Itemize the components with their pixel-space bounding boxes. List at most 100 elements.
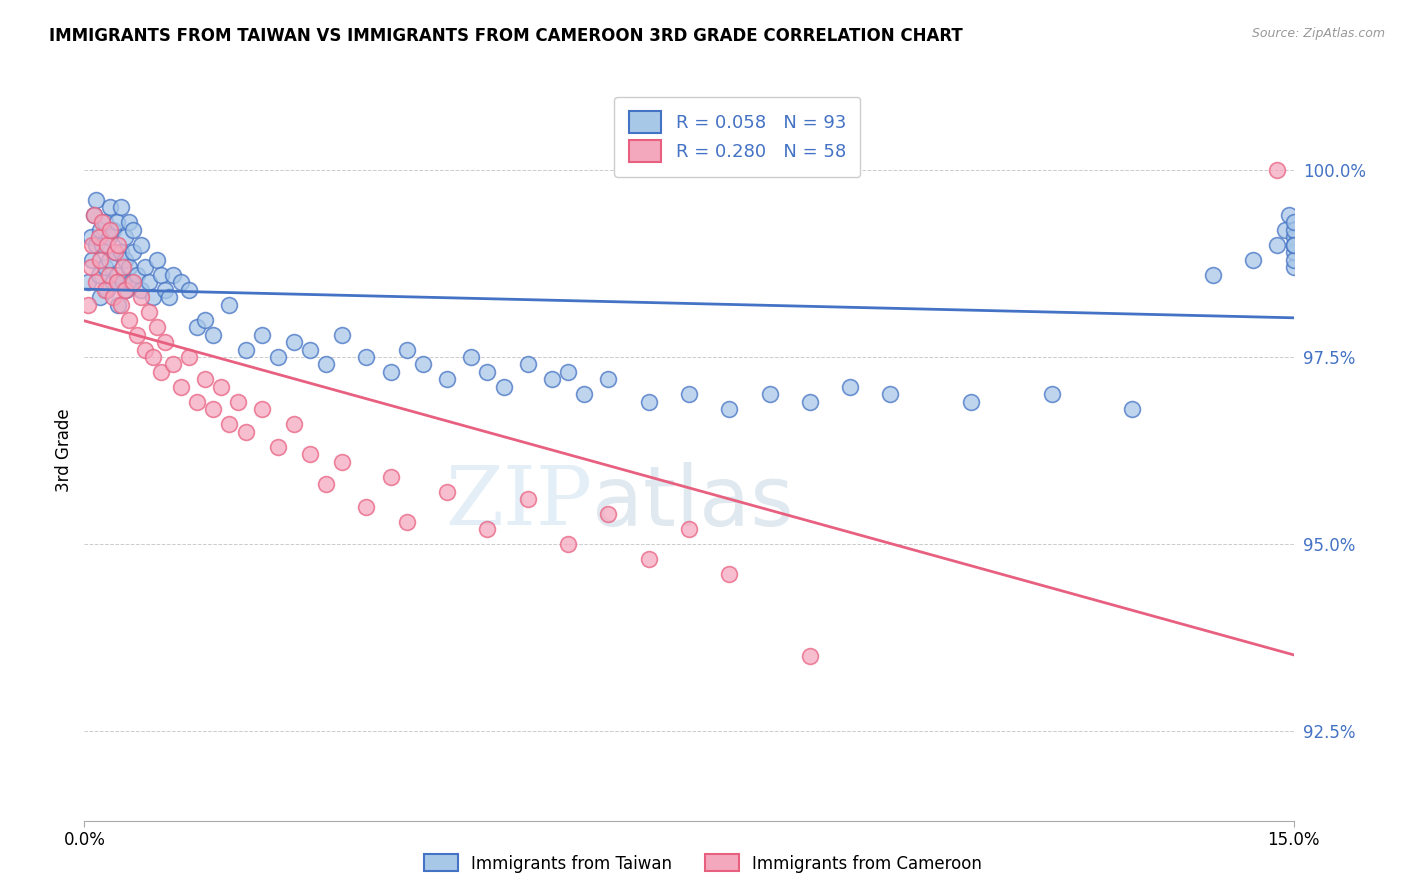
Point <box>250 402 273 417</box>
Point <box>758 387 780 401</box>
Point <box>356 350 378 364</box>
Point <box>436 484 458 499</box>
Point <box>104 245 127 260</box>
Point <box>83 208 105 222</box>
Point <box>101 290 124 304</box>
Point <box>89 290 111 304</box>
Point <box>107 237 129 252</box>
Point <box>121 275 143 289</box>
Point <box>114 230 136 244</box>
Point <box>235 425 257 439</box>
Point <box>436 372 458 386</box>
Point <box>118 215 141 229</box>
Point <box>1282 252 1305 267</box>
Point <box>799 395 821 409</box>
Point <box>218 417 240 432</box>
Point <box>395 343 418 357</box>
Point <box>162 268 184 282</box>
Point <box>86 237 108 252</box>
Point <box>125 268 148 282</box>
Point <box>129 237 152 252</box>
Point <box>315 477 337 491</box>
Point <box>91 237 114 252</box>
Point <box>96 283 118 297</box>
Point <box>330 455 353 469</box>
Point <box>129 283 152 297</box>
Point <box>1282 245 1305 260</box>
Point <box>142 350 165 364</box>
Point <box>356 500 378 514</box>
Point <box>86 193 108 207</box>
Point <box>960 395 983 409</box>
Point <box>93 215 115 229</box>
Point <box>637 395 659 409</box>
Point <box>97 268 120 282</box>
Point <box>1274 223 1296 237</box>
Point <box>678 522 700 536</box>
Point <box>557 537 579 551</box>
Point <box>77 275 100 289</box>
Point <box>598 372 620 386</box>
Point <box>162 358 184 372</box>
Point <box>153 283 176 297</box>
Point <box>118 260 141 275</box>
Point <box>146 320 169 334</box>
Point <box>120 275 142 289</box>
Point <box>138 275 160 289</box>
Point <box>194 312 217 326</box>
Point <box>87 268 110 282</box>
Point <box>1282 215 1305 229</box>
Point <box>1278 208 1301 222</box>
Point <box>82 237 104 252</box>
Point <box>1282 237 1305 252</box>
Point <box>83 208 105 222</box>
Point <box>1282 230 1305 244</box>
Point <box>107 298 129 312</box>
Point <box>1040 387 1063 401</box>
Point <box>267 350 290 364</box>
Point <box>89 223 111 237</box>
Point <box>134 260 156 275</box>
Point <box>93 283 115 297</box>
Point <box>799 649 821 664</box>
Point <box>1241 252 1264 267</box>
Point <box>492 380 515 394</box>
Point <box>202 327 225 342</box>
Point <box>186 395 208 409</box>
Point <box>218 298 240 312</box>
Point <box>637 552 659 566</box>
Point <box>121 245 143 260</box>
Point <box>96 237 118 252</box>
Text: IMMIGRANTS FROM TAIWAN VS IMMIGRANTS FROM CAMEROON 3RD GRADE CORRELATION CHART: IMMIGRANTS FROM TAIWAN VS IMMIGRANTS FRO… <box>49 27 963 45</box>
Point <box>129 290 152 304</box>
Point <box>718 566 741 581</box>
Text: Source: ZipAtlas.com: Source: ZipAtlas.com <box>1251 27 1385 40</box>
Point <box>101 275 124 289</box>
Point <box>153 334 176 349</box>
Point <box>235 343 257 357</box>
Point <box>283 334 305 349</box>
Point <box>89 252 111 267</box>
Point <box>839 380 862 394</box>
Point <box>477 365 499 379</box>
Point <box>572 387 595 401</box>
Point <box>1282 260 1305 275</box>
Point <box>598 507 620 521</box>
Point <box>91 215 114 229</box>
Point <box>380 469 402 483</box>
Point <box>105 268 128 282</box>
Point <box>149 268 172 282</box>
Point <box>541 372 564 386</box>
Y-axis label: 3rd Grade: 3rd Grade <box>55 409 73 492</box>
Point <box>146 252 169 267</box>
Point <box>157 290 180 304</box>
Point <box>98 223 121 237</box>
Point <box>112 260 135 275</box>
Point <box>105 215 128 229</box>
Legend: R = 0.058   N = 93, R = 0.280   N = 58: R = 0.058 N = 93, R = 0.280 N = 58 <box>614 96 860 177</box>
Point <box>97 230 120 244</box>
Point <box>1282 237 1305 252</box>
Point <box>299 447 322 461</box>
Point <box>112 275 135 289</box>
Point <box>330 327 353 342</box>
